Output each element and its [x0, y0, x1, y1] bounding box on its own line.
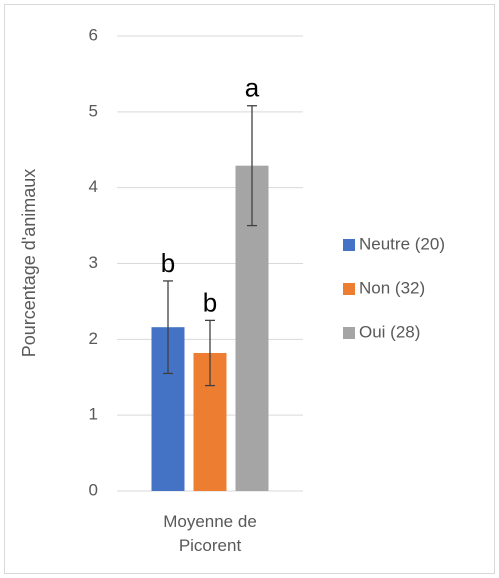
- annotation: b: [161, 248, 175, 278]
- y-tick-label: 6: [89, 25, 98, 44]
- y-tick-label: 3: [89, 253, 98, 272]
- y-tick-label: 0: [89, 480, 98, 499]
- legend-swatch: [343, 327, 355, 339]
- x-tick-label: Moyenne de Picorent: [163, 512, 257, 555]
- y-tick-label: 1: [89, 405, 98, 424]
- legend-swatch: [343, 283, 355, 295]
- y-tick-label: 4: [89, 177, 98, 196]
- y-tick-label: 5: [89, 101, 98, 120]
- y-tick-label: 2: [89, 329, 98, 348]
- annotation: a: [245, 73, 260, 103]
- legend-swatch: [343, 239, 355, 251]
- annotation: b: [203, 287, 217, 317]
- y-axis-label: Pourcentage d'animaux: [19, 169, 39, 358]
- legend-label: Neutre (20): [359, 234, 445, 253]
- legend-label: Non (32): [359, 278, 425, 297]
- legend-label: Oui (28): [359, 322, 420, 341]
